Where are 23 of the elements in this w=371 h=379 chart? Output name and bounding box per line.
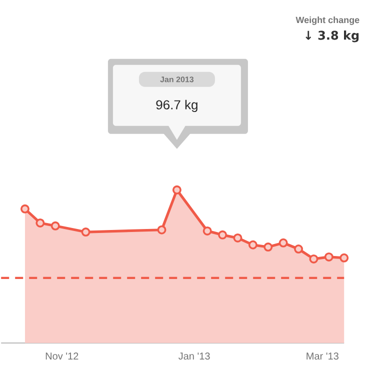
text: 96.7 kg bbox=[156, 100, 198, 112]
point bbox=[218, 230, 227, 240]
x-tick-label: Jan '13 bbox=[178, 352, 210, 360]
point bbox=[340, 253, 349, 262]
point bbox=[264, 242, 273, 252]
point bbox=[233, 233, 242, 242]
text: Weight change bbox=[296, 16, 360, 25]
point bbox=[81, 228, 90, 237]
point bbox=[36, 218, 45, 228]
point bbox=[248, 240, 258, 250]
point bbox=[294, 244, 303, 254]
text: Jan 2013 bbox=[160, 76, 194, 82]
point bbox=[172, 185, 182, 194]
point bbox=[157, 225, 166, 234]
point bbox=[20, 204, 30, 214]
point bbox=[202, 226, 212, 236]
text: ↓ 3.8 kg bbox=[306, 30, 359, 42]
x-tick-label: Nov '12 bbox=[46, 352, 78, 360]
point bbox=[309, 254, 318, 264]
point bbox=[50, 221, 60, 230]
point bbox=[278, 238, 288, 248]
x-tick-label: Mar '13 bbox=[306, 352, 338, 360]
point bbox=[324, 252, 334, 262]
